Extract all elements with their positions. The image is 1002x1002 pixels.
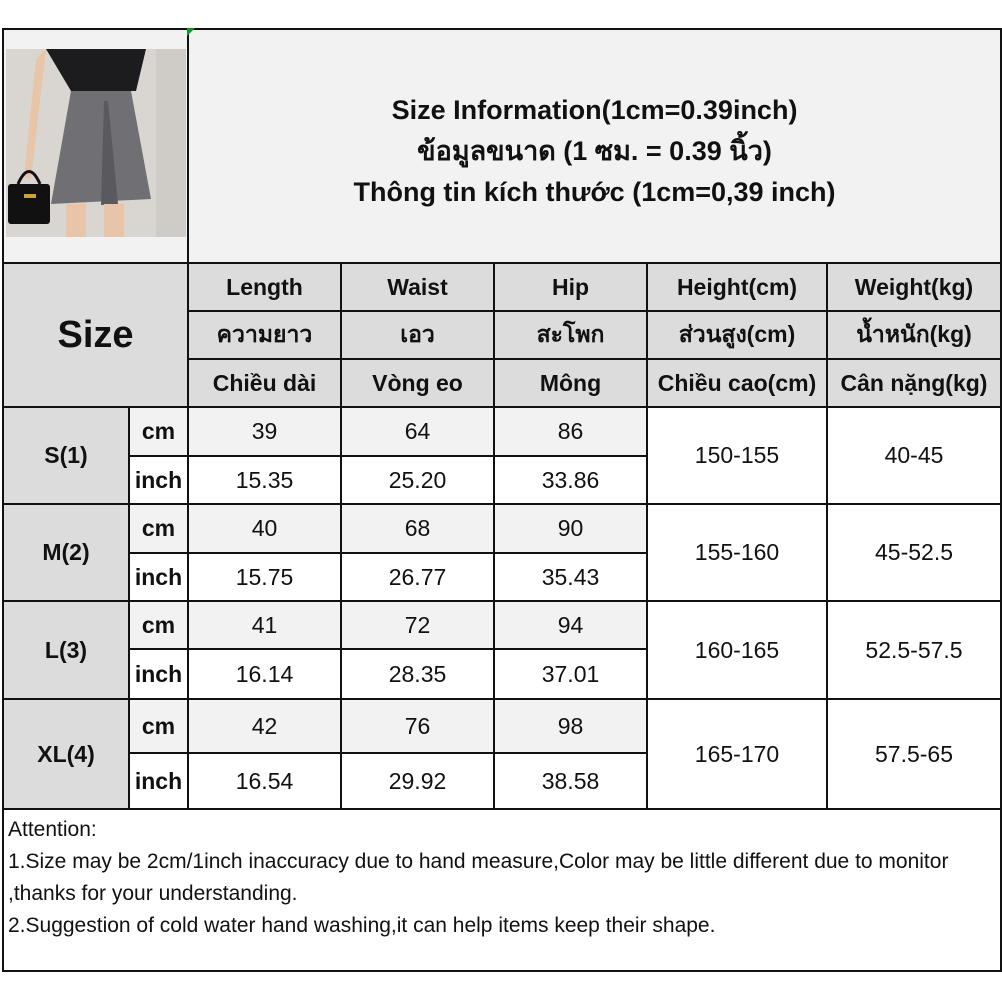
inch-value: 29.92 <box>340 752 495 810</box>
unit-cm: cm <box>128 503 189 554</box>
header-hip-en: Hip <box>493 262 648 312</box>
table-row-cm: S(1) cm 39 64 86 150-155 40-45 <box>2 406 1002 505</box>
height-range: 150-155 <box>646 406 828 505</box>
weight-range: 57.5-65 <box>825 698 1002 810</box>
inch-value: 28.35 <box>340 648 495 700</box>
header-height-vi: Chiều cao(cm) <box>646 358 828 408</box>
cm-value: 98 <box>493 698 648 754</box>
cm-value: 86 <box>493 406 648 457</box>
size-label: XL(4) <box>2 698 130 810</box>
inch-value: 15.75 <box>187 552 342 602</box>
weight-range: 45-52.5 <box>825 503 1002 602</box>
unit-inch: inch <box>128 552 189 602</box>
header-length-en: Length <box>187 262 342 312</box>
table-row-inch: inch 16.14 28.35 37.01 <box>3 648 1001 700</box>
cm-value: 76 <box>340 698 495 754</box>
header-waist-vi: Vòng eo <box>340 358 495 408</box>
cm-value: 90 <box>493 503 648 554</box>
size-header: Size <box>2 262 189 408</box>
header-weight-vi: Cân nặng(kg) <box>825 358 1002 408</box>
cm-value: 64 <box>340 406 495 457</box>
header-length-vi: Chiều dài <box>187 358 342 408</box>
cm-value: 94 <box>493 600 648 650</box>
title-vietnamese: Thông tin kích thước (1cm=0,39 inch) <box>353 176 836 207</box>
height-range: 165-170 <box>646 698 828 810</box>
header-hip-th: สะโพก <box>493 310 648 360</box>
cell-comment-marker <box>187 28 195 36</box>
size-chart-table: Size Information(1cm=0.39inch) ข้อมูลขนา… <box>1 28 1002 972</box>
product-photo <box>5 49 186 237</box>
inch-value: 26.77 <box>340 552 495 602</box>
unit-cm: cm <box>128 600 189 650</box>
table-row-cm: L(3) cm 41 72 94 160-165 52.5-57.5 <box>2 600 1002 700</box>
header-height-th: ส่วนสูง(cm) <box>646 310 828 360</box>
weight-range: 40-45 <box>825 406 1002 505</box>
inch-value: 15.35 <box>187 455 342 505</box>
size-label: M(2) <box>2 503 130 602</box>
cm-value: 68 <box>340 503 495 554</box>
inch-value: 37.01 <box>493 648 648 700</box>
title-cell: Size Information(1cm=0.39inch) ข้อมูลขนา… <box>186 28 1002 264</box>
height-range: 155-160 <box>646 503 828 602</box>
table-row-inch: inch 15.75 26.77 35.43 <box>3 552 1001 602</box>
cm-value: 41 <box>187 600 342 650</box>
unit-cm: cm <box>128 406 189 457</box>
unit-cm: cm <box>128 698 189 754</box>
table-row-inch: inch 16.54 29.92 38.58 <box>3 752 1001 810</box>
product-photo-cell <box>2 28 189 264</box>
inch-value: 25.20 <box>340 455 495 505</box>
cm-value: 40 <box>187 503 342 554</box>
title-english: Size Information(1cm=0.39inch) <box>391 94 798 125</box>
header-waist-en: Waist <box>340 262 495 312</box>
title-thai: ข้อมูลขนาด (1 ซม. = 0.39 นิ้ว) <box>417 135 772 166</box>
header-weight-th: น้ำหนัก(kg) <box>825 310 1002 360</box>
unit-inch: inch <box>128 648 189 700</box>
inch-value: 16.54 <box>187 752 342 810</box>
header-hip-vi: Mông <box>493 358 648 408</box>
header-weight-en: Weight(kg) <box>825 262 1002 312</box>
unit-inch: inch <box>128 455 189 505</box>
cm-value: 42 <box>187 698 342 754</box>
attention-heading: Attention: <box>8 818 97 841</box>
inch-value: 16.14 <box>187 648 342 700</box>
height-range: 160-165 <box>646 600 828 700</box>
inch-value: 33.86 <box>493 455 648 505</box>
table-row-inch: inch 15.35 25.20 33.86 <box>3 455 1001 505</box>
cm-value: 72 <box>340 600 495 650</box>
header-length-th: ความยาว <box>187 310 342 360</box>
header-height-en: Height(cm) <box>646 262 828 312</box>
size-label: L(3) <box>2 600 130 700</box>
unit-inch: inch <box>128 752 189 810</box>
header-waist-th: เอว <box>340 310 495 360</box>
table-row-cm: M(2) cm 40 68 90 155-160 45-52.5 <box>2 503 1002 602</box>
weight-range: 52.5-57.5 <box>825 600 1002 700</box>
attention-note-1: 1.Size may be 2cm/1inch inaccuracy due t… <box>8 850 949 905</box>
inch-value: 35.43 <box>493 552 648 602</box>
size-label: S(1) <box>2 406 130 505</box>
table-row-cm: XL(4) cm 42 76 98 165-170 57.5-65 <box>2 698 1002 810</box>
cm-value: 39 <box>187 406 342 457</box>
attention-notes: Attention: 1.Size may be 2cm/1inch inacc… <box>1 808 1002 972</box>
attention-note-2: 2.Suggestion of cold water hand washing,… <box>8 914 716 937</box>
inch-value: 38.58 <box>493 752 648 810</box>
